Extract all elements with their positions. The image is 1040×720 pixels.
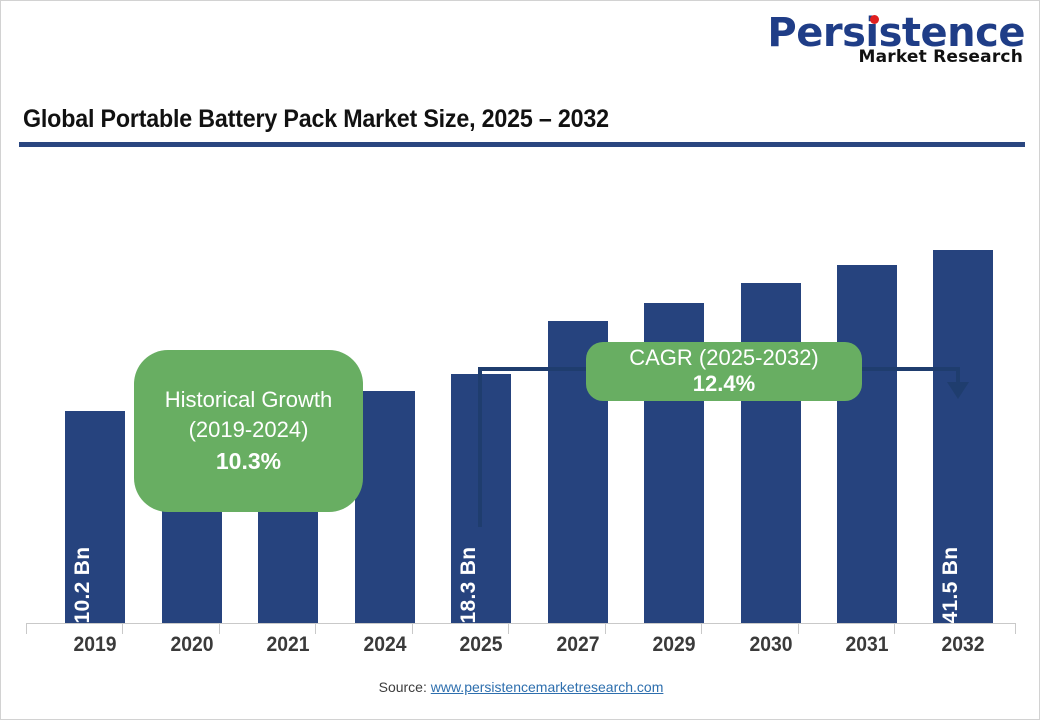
x-axis-label: 2020 <box>170 633 214 656</box>
chart-bar: US$ 41.5 Bn <box>933 250 993 671</box>
chart-plot-area: US$ 10.2 Bn US$ 18.3 Bn US$ 41.5 Bn 2019 20… <box>1 151 1040 671</box>
title-divider <box>19 142 1025 147</box>
x-axis-tick <box>508 623 509 634</box>
x-axis-tick <box>315 623 316 634</box>
x-axis-label: 2032 <box>941 633 985 656</box>
x-axis-tick <box>701 623 702 634</box>
x-axis-tick <box>894 623 895 634</box>
x-axis-label: 2024 <box>363 633 407 656</box>
logo-tagline: Market Research <box>858 47 1023 67</box>
historical-growth-value: 10.3% <box>215 448 282 475</box>
chart-bar: US$ 10.2 Bn <box>65 411 125 671</box>
x-axis-label: 2025 <box>459 633 503 656</box>
x-axis-label: 2019 <box>73 633 117 656</box>
x-axis-tick <box>26 623 27 634</box>
x-axis-label: 2029 <box>652 633 696 656</box>
brand-logo: Persistence Market Research <box>767 13 1025 66</box>
x-axis-tick <box>412 623 413 634</box>
historical-growth-callout: Historical Growth (2019-2024) 10.3% <box>134 350 363 512</box>
chart-bar <box>741 283 801 623</box>
cagr-label: CAGR (2025-2032) <box>629 344 819 370</box>
logo-dot-icon <box>870 15 880 24</box>
historical-growth-line2: (2019-2024) <box>188 416 309 442</box>
x-axis-label: 2031 <box>845 633 889 656</box>
cagr-callout: CAGR (2025-2032) 12.4% <box>586 342 862 401</box>
x-axis-label: 2030 <box>749 633 793 656</box>
x-axis-label: 2027 <box>556 633 600 656</box>
chart-bar <box>837 265 897 623</box>
cagr-connector-right <box>956 367 960 385</box>
logo-wordmark-text: Persistence <box>767 10 1025 56</box>
cagr-value: 12.4% <box>692 371 756 396</box>
x-axis-line <box>26 623 1016 624</box>
logo-wordmark: Persistence <box>767 13 1025 53</box>
source-note: Source: www.persistencemarketresearch.co… <box>1 679 1040 695</box>
source-prefix: Source: <box>378 679 431 695</box>
x-axis-tick <box>798 623 799 634</box>
x-axis-tick <box>122 623 123 634</box>
x-axis-tick <box>605 623 606 634</box>
source-link[interactable]: www.persistencemarketresearch.com <box>430 679 664 695</box>
historical-growth-line1: Historical Growth <box>164 386 333 412</box>
x-axis-tick <box>1015 623 1016 634</box>
cagr-arrow-icon <box>947 382 969 399</box>
chart-bar <box>355 391 415 623</box>
x-axis-tick <box>219 623 220 634</box>
page-title: Global Portable Battery Pack Market Size… <box>23 105 609 133</box>
cagr-connector-left <box>478 367 482 527</box>
x-axis-label: 2021 <box>266 633 310 656</box>
